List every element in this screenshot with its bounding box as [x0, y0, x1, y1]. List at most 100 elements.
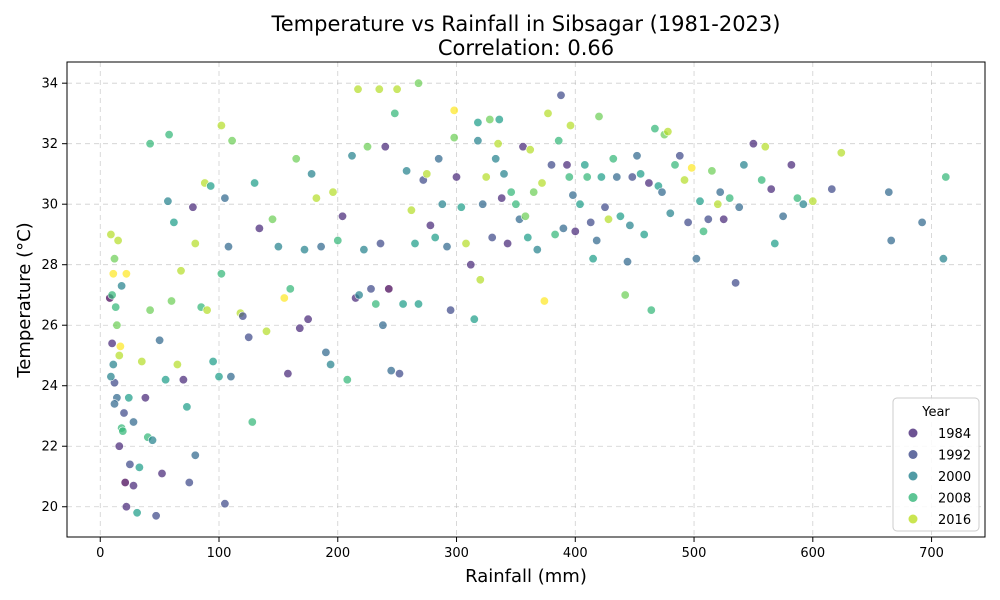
- scatter-point: [362, 142, 372, 152]
- scatter-point: [384, 284, 394, 294]
- scatter-point: [556, 90, 566, 100]
- scatter-point: [695, 196, 705, 206]
- scatter-point: [449, 105, 459, 115]
- scatter-point: [580, 160, 590, 170]
- scatter-point: [316, 242, 326, 252]
- scatter-point: [941, 172, 951, 182]
- scatter-point: [124, 393, 134, 403]
- scatter-point: [644, 178, 654, 188]
- scatter-point: [155, 335, 165, 345]
- scatter-point: [594, 112, 604, 122]
- scatter-point: [675, 151, 685, 161]
- scatter-point: [216, 121, 226, 131]
- scatter-point: [537, 178, 547, 188]
- scatter-point: [487, 233, 497, 243]
- scatter-point: [627, 172, 637, 182]
- scatter-point: [757, 175, 767, 185]
- y-tick-label: 26: [41, 319, 58, 334]
- scatter-point: [111, 302, 121, 312]
- scatter-point: [739, 160, 749, 170]
- scatter-point: [886, 236, 896, 246]
- y-tick-label: 28: [41, 258, 58, 273]
- y-tick-label: 20: [41, 500, 58, 515]
- scatter-point: [164, 130, 174, 140]
- scatter-point: [145, 305, 155, 315]
- scatter-point: [114, 350, 124, 360]
- y-tick-label: 22: [41, 440, 58, 455]
- scatter-point: [703, 214, 713, 224]
- scatter-point: [386, 366, 396, 376]
- scatter-point: [226, 372, 236, 382]
- scatter-point: [380, 142, 390, 152]
- scatter-point: [766, 184, 776, 194]
- scatter-point: [178, 375, 188, 385]
- scatter-point: [625, 220, 635, 230]
- scatter-point: [564, 172, 574, 182]
- scatter-point: [592, 236, 602, 246]
- y-tick-label: 30: [41, 198, 58, 213]
- scatter-point: [425, 220, 435, 230]
- plot-frame: [66, 61, 986, 538]
- scatter-point: [503, 239, 513, 249]
- scatter-point: [121, 269, 131, 279]
- scatter-point: [461, 239, 471, 249]
- y-axis-label: Temperature (°C): [14, 222, 35, 378]
- scatter-point: [731, 278, 741, 288]
- chart-subtitle: Correlation: 0.66: [438, 36, 614, 60]
- scatter-point: [446, 305, 456, 315]
- y-tick-label: 24: [41, 379, 58, 394]
- x-axis-label: Rainfall (mm): [465, 566, 587, 587]
- scatter-point: [161, 375, 171, 385]
- scatter-point: [112, 320, 122, 330]
- scatter-point: [778, 211, 788, 221]
- scatter-point: [390, 108, 400, 118]
- scatter-point: [554, 136, 564, 146]
- scatter-point: [267, 214, 277, 224]
- scatter-point: [715, 187, 725, 197]
- scatter-point: [917, 217, 927, 227]
- scatter-point: [188, 202, 198, 212]
- axis-ticks: 0 100 200 300 400 500 600 700 20 22 24 26 28 30 32 34: [41, 77, 944, 561]
- scatter-point: [148, 435, 158, 445]
- scatter-point: [254, 223, 264, 233]
- scatter-point: [366, 284, 376, 294]
- scatter-point: [442, 242, 452, 252]
- scatter-point: [307, 169, 317, 179]
- scatter-point: [550, 230, 560, 240]
- scatter-point: [422, 169, 432, 179]
- scatter-point: [220, 193, 230, 203]
- scatter-point: [119, 408, 129, 418]
- scatter-point: [184, 477, 194, 487]
- scatter-point: [273, 242, 283, 252]
- scatter-point: [353, 84, 363, 94]
- scatter-point: [836, 148, 846, 158]
- scatter-point: [299, 245, 309, 255]
- scatter-point: [291, 154, 301, 164]
- scatter-point: [475, 275, 485, 285]
- scatter-point: [182, 402, 192, 412]
- scatter-point: [114, 441, 124, 451]
- scatter-point: [546, 160, 556, 170]
- x-tick-label: 600: [800, 546, 825, 561]
- scatter-point: [481, 172, 491, 182]
- scatter-point: [132, 508, 142, 518]
- scatter-point: [770, 239, 780, 249]
- scatter-point: [413, 78, 423, 88]
- scatter-point: [120, 477, 130, 487]
- scatter-point: [227, 136, 237, 146]
- scatter-point: [430, 233, 440, 243]
- legend-label: 1984: [938, 427, 971, 442]
- scatter-point: [808, 196, 818, 206]
- scatter-point: [410, 239, 420, 249]
- scatter-point: [354, 290, 364, 300]
- scatter-point: [106, 372, 116, 382]
- scatter-point: [190, 239, 200, 249]
- legend-marker: [908, 428, 918, 438]
- scatter-point: [279, 293, 289, 303]
- scatter-point: [525, 145, 535, 155]
- scatter-point: [378, 320, 388, 330]
- scatter-point: [303, 314, 313, 324]
- scatter-point: [499, 169, 509, 179]
- scatter-point: [283, 369, 293, 379]
